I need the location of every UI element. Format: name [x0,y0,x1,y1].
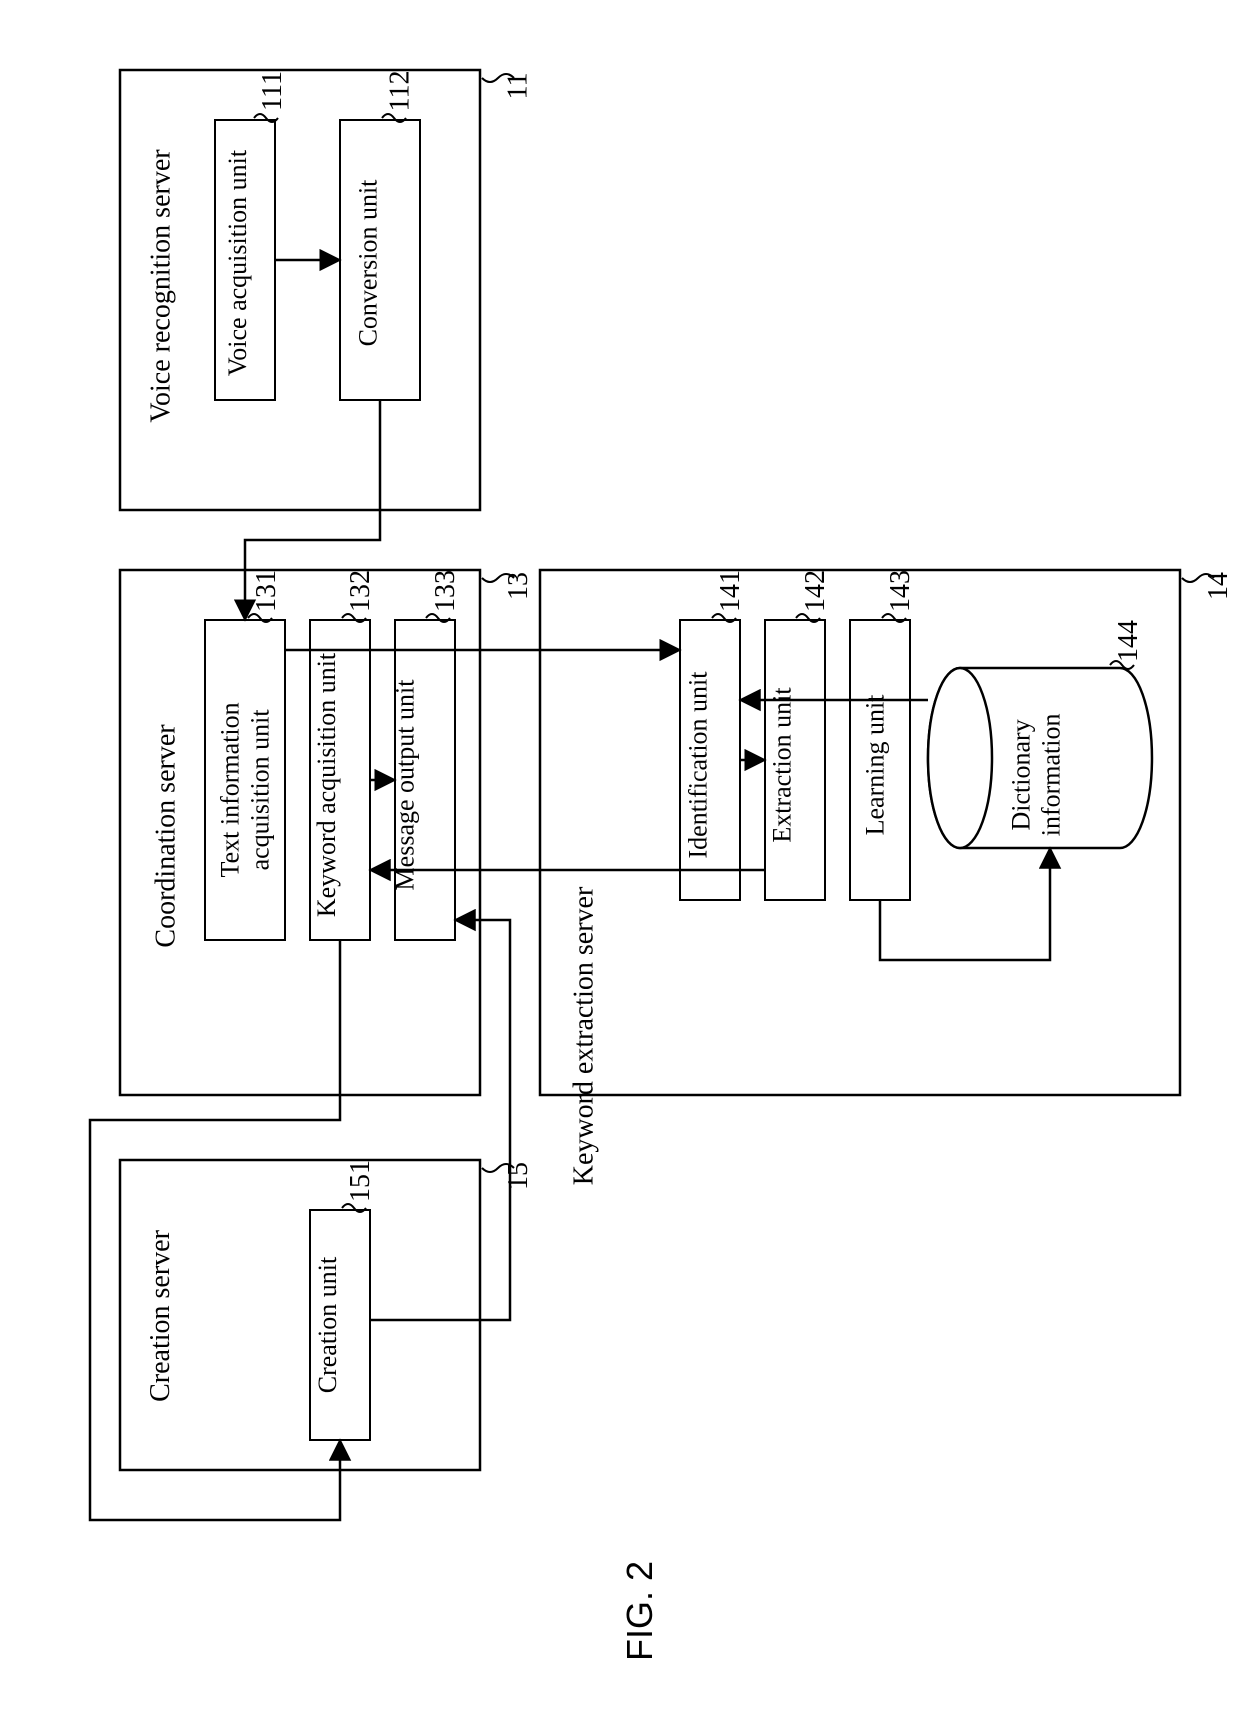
creation-unit-label: Creation unit [313,1257,343,1393]
db-label: Dictionary information [1006,714,1066,837]
figure-label: FIG. 2 [619,1561,661,1661]
ref-141: 141 [715,570,747,612]
learning-label: Learning unit [860,695,890,836]
conversion-label: Conversion unit [353,180,383,347]
ref-11: 11 [502,73,534,100]
diagram-svg [0,0,1240,1732]
ref-13: 13 [503,572,535,600]
voice-acq-label: Voice acquisition unit [223,150,253,376]
ref-131: 131 [251,570,283,612]
keyword-acq-label: Keyword acquisition unit [312,653,342,917]
coord-server-title: Coordination server [151,724,183,947]
ref-144: 144 [1113,620,1145,662]
arrow-creation-to-msgout [370,920,510,1320]
voice-server-title: Voice recognition server [146,149,178,422]
ref-133: 133 [430,570,462,612]
arrow-kwacq-to-creation [90,940,340,1520]
keyword-server-title: Keyword extraction server [568,887,600,1186]
ref-112: 112 [384,71,416,112]
creation-server-title: Creation server [145,1230,177,1402]
ref-132: 132 [345,570,377,612]
text-acq-label: Text information acquisition unit [216,702,276,877]
ref-15: 15 [503,1162,535,1190]
ref-142: 142 [800,570,832,612]
ref-151: 151 [345,1160,377,1202]
ref-111: 111 [257,71,289,111]
ident-label: Identification unit [684,671,714,858]
ref-14: 14 [1203,572,1235,600]
ref-143: 143 [885,570,917,612]
msg-out-label: Message output unit [390,680,420,891]
arrow-learning-to-db [880,850,1050,960]
extract-label: Extraction unit [768,687,798,842]
diagram-canvas: Voice recognition server Coordination se… [0,0,1240,1732]
